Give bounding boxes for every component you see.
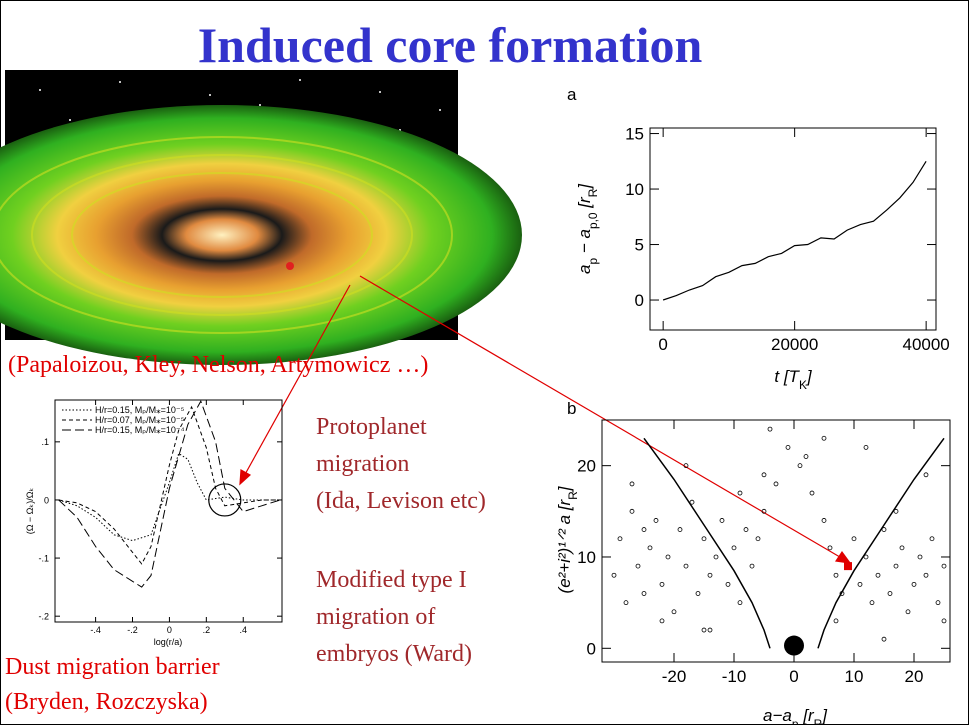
label-part: − a — [575, 229, 594, 258]
panel-label: b — [567, 399, 576, 418]
x-tick-label: 0 — [789, 667, 798, 686]
x-axis-label: log(r/a) — [154, 637, 183, 647]
y-tick-label: 0 — [635, 291, 644, 310]
y-tick-label: .1 — [41, 437, 49, 447]
panel-label: a — [567, 85, 577, 104]
label-part: a — [575, 264, 594, 273]
x-tick-label: 20000 — [771, 335, 818, 354]
y-tick-label: 10 — [625, 180, 644, 199]
note-line: (Ida, Levison etc) — [316, 488, 486, 514]
marker — [844, 562, 852, 570]
x-tick-label: -.4 — [90, 625, 101, 635]
y-tick-label: 5 — [635, 236, 644, 255]
label-sub: K — [799, 378, 807, 392]
planet — [784, 636, 804, 656]
legend-entry: H/r=0.15, Mₚ/M⁎=10⁻⁴ — [95, 425, 185, 435]
note-line: (Bryden, Rozczyska) — [5, 689, 208, 715]
label-part: t [T — [774, 367, 800, 386]
note-line: Modified type I — [316, 567, 467, 593]
slide-title: Induced core formation — [198, 17, 703, 73]
x-tick-label: -10 — [722, 667, 747, 686]
x-tick-label: -.2 — [127, 625, 138, 635]
disk-caption: (Papaloizou, Kley, Nelson, Artymowicz …) — [8, 352, 428, 378]
y-tick-label: 15 — [625, 125, 644, 144]
y-axis-label: (Ω − Ωₖ)/Ωₖ — [25, 488, 35, 535]
legend-entry: H/r=0.15, Mₚ/M⁎=10⁻⁵ — [95, 405, 185, 415]
x-tick-label: 10 — [845, 667, 864, 686]
y-tick-label: 20 — [577, 457, 596, 476]
label-part: a−a — [763, 706, 792, 725]
x-tick-label: .2 — [203, 625, 211, 635]
x-tick-label: 0 — [167, 625, 172, 635]
y-tick-label: 10 — [577, 548, 596, 567]
y-tick-label: -.2 — [38, 611, 49, 621]
slide: Induced core formation (Papaloizou, Kley… — [0, 0, 969, 725]
y-tick-label: 0 — [44, 495, 49, 505]
legend-entry: H/r=0.07, Mₚ/M⁎=10⁻⁵ — [95, 415, 185, 425]
label-part: (e²+i²)¹ᐟ² a [r — [555, 499, 574, 594]
y-tick-label: -.1 — [38, 553, 49, 563]
x-tick-label: 20 — [905, 667, 924, 686]
label-part: [r — [575, 196, 594, 212]
note-line: embryos (Ward) — [316, 641, 472, 667]
disk-image — [0, 70, 522, 365]
note-line: Dust migration barrier — [5, 654, 220, 680]
x-tick-label: 0 — [658, 335, 667, 354]
x-tick-label: -20 — [662, 667, 687, 686]
y-tick-label: 0 — [587, 639, 596, 658]
label-part: [r — [799, 706, 815, 725]
note-line: migration of — [316, 604, 435, 630]
note-line: Protoplanet — [316, 414, 427, 440]
x-tick-label: .4 — [239, 625, 247, 635]
note-line: migration — [316, 451, 409, 477]
label-sub: p,0 — [586, 212, 600, 229]
x-tick-label: 40000 — [902, 335, 949, 354]
